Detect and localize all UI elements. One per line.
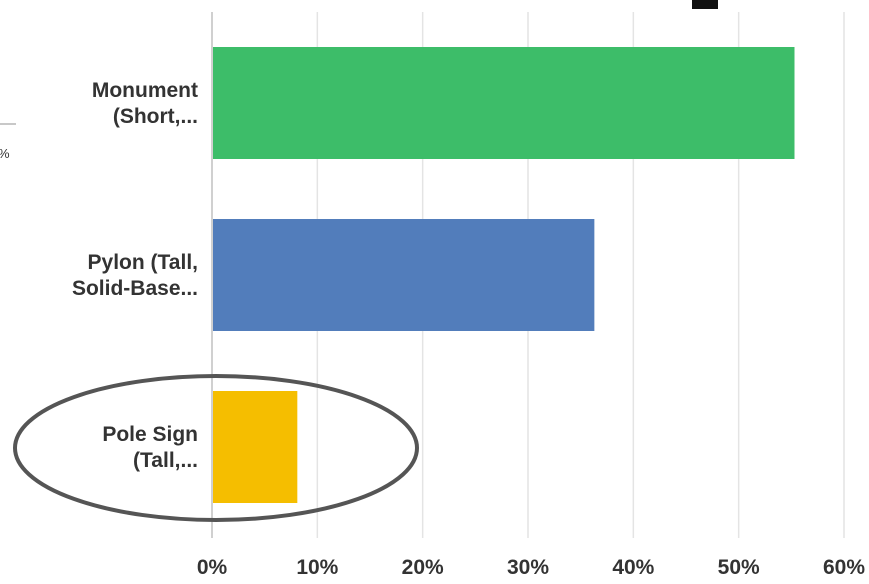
x-tick-label: 30%: [507, 556, 549, 579]
category-label: (Short,...: [113, 105, 198, 128]
x-tick-label: 10%: [296, 556, 338, 579]
x-tick-label: 40%: [612, 556, 654, 579]
x-tick-label: 20%: [402, 556, 444, 579]
bar: [213, 391, 298, 503]
x-tick-label: 0%: [197, 556, 228, 579]
bars: [213, 47, 795, 503]
category-label: Monument: [92, 79, 198, 102]
highlight-annotation: [13, 374, 419, 522]
x-tick-label: 50%: [718, 556, 760, 579]
category-label: (Tall,...: [133, 449, 198, 472]
category-label: Solid-Base...: [72, 277, 198, 300]
category-label: Pole Sign: [102, 423, 198, 446]
category-labels: Monument (Short,... Pylon (Tall, Solid-Base…: [72, 79, 198, 472]
x-axis-tick-labels: 0% 10% 20% 30% 40% 50% 60%: [197, 556, 866, 579]
bar: [213, 47, 795, 159]
left-panel-fragment-text: %: [0, 146, 10, 161]
x-tick-label: 60%: [823, 556, 865, 579]
bar: [213, 219, 595, 331]
highlight-ellipse: [13, 374, 419, 522]
top-right-dark-fragment: [692, 0, 718, 9]
category-label: Pylon (Tall,: [88, 251, 198, 274]
